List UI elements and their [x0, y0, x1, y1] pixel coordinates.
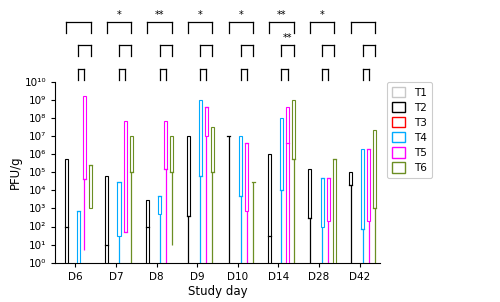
Bar: [333, 159, 336, 263]
Bar: [349, 172, 352, 185]
Bar: [77, 211, 80, 263]
Bar: [130, 136, 132, 172]
Bar: [211, 127, 214, 172]
Bar: [361, 149, 364, 229]
Bar: [205, 107, 208, 136]
Bar: [106, 176, 108, 263]
Bar: [268, 154, 271, 263]
Bar: [164, 120, 167, 169]
Bar: [83, 96, 86, 179]
Text: *: *: [116, 10, 121, 20]
Bar: [118, 182, 120, 236]
Bar: [158, 196, 161, 214]
Bar: [186, 136, 190, 216]
Bar: [146, 200, 149, 263]
Bar: [246, 143, 248, 211]
Bar: [374, 130, 376, 208]
Bar: [64, 159, 68, 263]
Bar: [286, 107, 289, 263]
Text: **: **: [155, 10, 164, 20]
Bar: [124, 120, 126, 232]
Bar: [170, 136, 173, 172]
Text: *: *: [198, 10, 202, 20]
Bar: [240, 136, 242, 196]
Legend: T1, T2, T3, T4, T5, T6: T1, T2, T3, T4, T5, T6: [386, 82, 432, 178]
Bar: [89, 165, 92, 208]
Bar: [368, 149, 370, 221]
Bar: [326, 178, 330, 221]
Y-axis label: PFU/g: PFU/g: [8, 155, 22, 189]
Text: *: *: [238, 10, 243, 20]
Bar: [320, 178, 324, 226]
Bar: [280, 118, 283, 190]
Bar: [308, 169, 312, 218]
Bar: [198, 100, 202, 176]
Text: **: **: [276, 10, 286, 20]
Text: *: *: [320, 10, 324, 20]
X-axis label: Study day: Study day: [188, 284, 248, 297]
Bar: [292, 100, 295, 159]
Text: **: **: [283, 34, 292, 43]
